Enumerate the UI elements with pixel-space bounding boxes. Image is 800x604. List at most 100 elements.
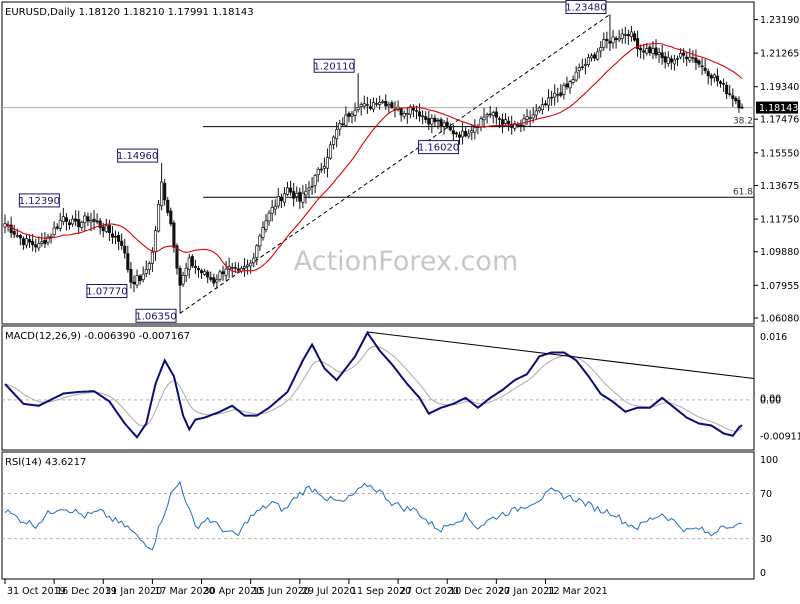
candle-body	[540, 104, 544, 111]
rsi-plot	[2, 480, 754, 551]
candle-body	[706, 71, 710, 77]
price-callout-label: 1.12390	[19, 196, 60, 207]
moving-average-line	[4, 42, 743, 273]
candle-body	[608, 40, 612, 44]
candle-body	[731, 95, 735, 99]
candle-body	[34, 244, 38, 248]
candle-body	[553, 92, 557, 98]
price-tick-label: 1.09880	[760, 247, 799, 258]
rsi-axis: 100 70 30 0	[760, 455, 778, 579]
candle-body	[559, 92, 563, 96]
candle-body	[199, 270, 204, 274]
rsi-header: RSI(14) 43.6217	[5, 457, 86, 468]
price-panel: ActionForex.com 38.261.8 1.123901.077701…	[1, 0, 799, 325]
candle-body	[12, 231, 16, 235]
candle-body	[378, 102, 382, 105]
candle-body	[264, 220, 268, 230]
price-callout-box	[117, 148, 159, 163]
candle-body	[104, 225, 108, 232]
candle-body	[534, 110, 538, 116]
candle-body	[519, 124, 523, 127]
candle-body	[341, 123, 345, 126]
candle-body	[126, 253, 130, 270]
candle-body	[384, 100, 388, 107]
candle-body	[193, 266, 197, 268]
candle-body	[718, 81, 723, 84]
candle-body	[682, 52, 686, 56]
price-tick-label: 1.19340	[760, 82, 799, 93]
candle-body	[21, 238, 25, 245]
candle-body	[258, 235, 262, 247]
candle-body	[497, 118, 501, 120]
candle-body	[651, 48, 655, 54]
price-tick-label: 1.17476	[760, 115, 799, 126]
candle-body	[52, 227, 56, 236]
candle-body	[113, 236, 118, 238]
candle-body	[537, 107, 541, 112]
candle-body	[230, 267, 234, 269]
candle-body	[666, 57, 670, 64]
candle-body	[611, 36, 615, 44]
candle-body	[464, 131, 468, 137]
candle-body	[411, 107, 415, 111]
candle-body	[74, 218, 78, 222]
price-callout-box	[18, 193, 60, 208]
candle-body	[40, 241, 44, 244]
candle-body	[267, 212, 271, 222]
candle-body	[107, 225, 111, 233]
candle-body	[77, 219, 81, 228]
candle-body	[350, 113, 354, 117]
candle-body	[562, 85, 566, 95]
candle-body	[580, 66, 584, 68]
candle-body	[270, 207, 274, 214]
macd-tick-label: -0.009116	[760, 431, 800, 442]
candle-body	[375, 103, 379, 105]
candle-body	[488, 113, 492, 116]
last-price-tag	[756, 101, 798, 114]
candle-body	[712, 74, 716, 79]
moving-average	[4, 42, 743, 273]
candle-body	[414, 110, 419, 112]
candle-body	[215, 279, 219, 283]
candle-body	[285, 187, 290, 195]
candle-body	[531, 114, 535, 119]
price-callout-box	[313, 58, 355, 73]
candle-body	[623, 34, 627, 36]
candle-body	[49, 235, 53, 238]
price-tick-label: 1.23190	[760, 15, 799, 26]
candle-body	[636, 38, 640, 50]
rsi-panel-frame	[1, 451, 755, 580]
candle-body	[172, 222, 176, 248]
candle-body	[663, 56, 667, 63]
candle-body	[347, 113, 351, 117]
candle-body	[153, 230, 158, 253]
macd-signal-line	[4, 345, 743, 432]
candle-body	[586, 57, 591, 65]
time-tick-label: 27 Jan 2021	[498, 586, 555, 597]
candle-body	[448, 126, 452, 131]
candle-body	[390, 102, 394, 108]
candle-body	[298, 191, 302, 202]
candle-body	[276, 195, 280, 207]
candle-body	[9, 224, 13, 233]
candle-body	[83, 215, 87, 224]
candle-body	[80, 221, 84, 228]
candle-body	[660, 52, 664, 59]
candle-body	[617, 37, 621, 41]
candle-body	[356, 106, 360, 110]
candle-body	[691, 57, 695, 59]
candle-body	[399, 108, 403, 116]
candle-body	[67, 222, 72, 226]
candle-body	[430, 117, 434, 125]
candle-body	[365, 104, 369, 106]
candle-body	[550, 96, 554, 99]
candle-body	[642, 50, 646, 53]
candle-body	[123, 245, 127, 254]
candle-body	[574, 71, 578, 81]
candle-body	[304, 190, 308, 196]
candle-body	[246, 264, 250, 267]
candle-body	[319, 168, 323, 171]
candle-body	[709, 75, 713, 79]
candle-body	[424, 116, 428, 120]
